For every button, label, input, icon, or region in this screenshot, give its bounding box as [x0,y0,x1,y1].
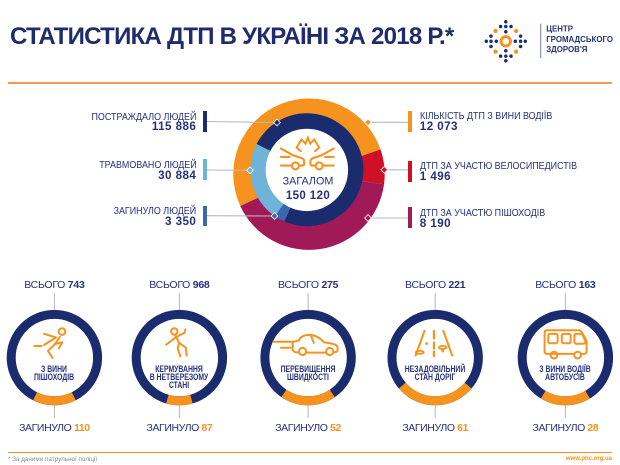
svg-text:ЗДОРОВ'Я: ЗДОРОВ'Я [546,45,588,54]
svg-text:ЗАГАЛОМ: ЗАГАЛОМ [283,176,334,188]
svg-text:150 120: 150 120 [286,190,330,202]
svg-text:ЦЕНТР: ЦЕНТР [546,25,573,34]
svg-text:ГРОМАДСЬКОГО: ГРОМАДСЬКОГО [546,35,613,44]
